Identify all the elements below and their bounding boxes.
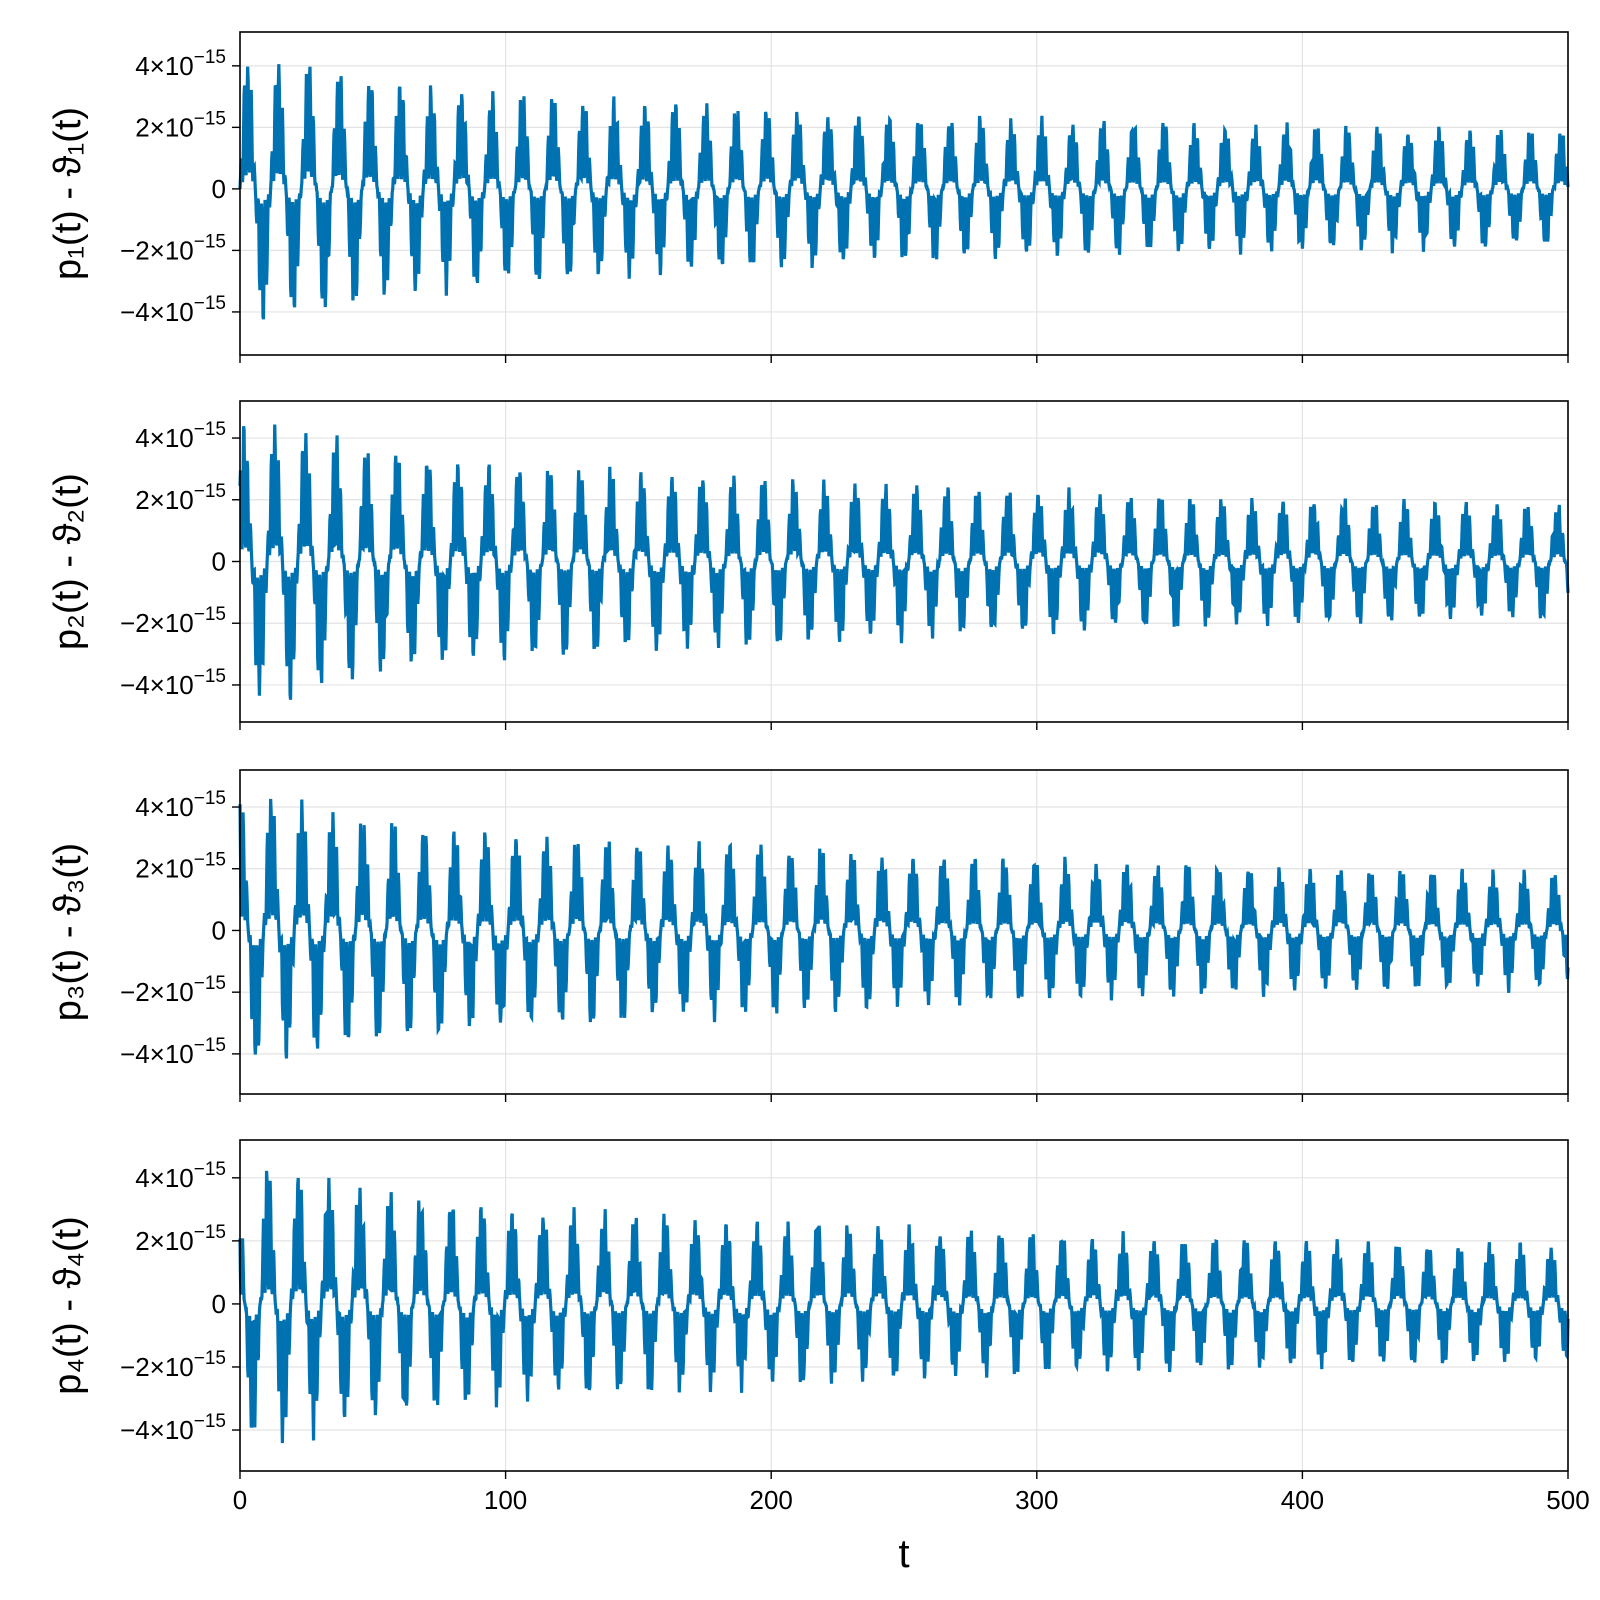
axes-frame [239,31,1569,356]
series-line [238,64,1570,320]
x-axis-label: t [898,1532,909,1576]
panel-1: −4×10−15 −2×10−15 0 2×10−15 4×10−15 p₁(t) - ϑ… [47,31,1570,363]
y-tick-label: 4×10−15 [135,788,226,822]
x-tick-label: 300 [1015,1485,1058,1515]
x-tick-label: 500 [1546,1485,1589,1515]
y-tick-label: −4×10−15 [120,666,226,700]
y-tick-label: 4×10−15 [135,419,226,453]
y-tick-label: −4×10−15 [120,293,226,327]
y-tick-label: 2×10−15 [135,850,226,884]
y-tick-label: 0 [212,174,226,204]
y-axis-label: p₁(t) - ϑ₁(t) [47,107,89,280]
y-tick-label: −2×10−15 [120,231,226,265]
panel-3: −4×10−15 −2×10−15 0 2×10−15 4×10−15 p₃(t) - ϑ… [47,769,1570,1102]
y-tick-label: −4×10−15 [120,1035,226,1069]
y-tick-label: −2×10−15 [120,1348,226,1382]
x-tick-label: 400 [1281,1485,1324,1515]
y-tick-label: −4×10−15 [120,1411,226,1445]
y-tick-label: 4×10−15 [135,47,226,81]
y-tick-label: −2×10−15 [120,973,226,1007]
y-tick-label: 0 [212,915,226,945]
panel-2: −4×10−15 −2×10−15 0 2×10−15 4×10−15 p₂(t) - ϑ… [47,400,1570,730]
series-line [238,424,1570,700]
y-tick-label: 2×10−15 [135,108,226,142]
x-tick-label: 100 [484,1485,527,1515]
y-tick-label: 0 [212,1289,226,1319]
y-axis-label: p₂(t) - ϑ₂(t) [47,473,89,650]
axes-frame [239,1139,1569,1472]
y-tick-label: 2×10−15 [135,1222,226,1256]
y-tick-label: 2×10−15 [135,481,226,515]
y-tick-label: 0 [212,547,226,577]
y-tick-label: 4×10−15 [135,1159,226,1193]
panel-4: −4×10−15 −2×10−15 0 2×10−15 4×10−15 0 100 200 30… [47,1139,1590,1576]
x-tick-label: 200 [750,1485,793,1515]
y-axis-label: p₃(t) - ϑ₃(t) [47,843,89,1021]
series-line [238,1170,1570,1444]
y-tick-label: −2×10−15 [120,604,226,638]
x-tick-label: 0 [233,1485,247,1515]
series-line [238,798,1570,1059]
axes-frame [239,769,1569,1095]
y-axis-label: p₄(t) - ϑ₄(t) [47,1216,89,1394]
